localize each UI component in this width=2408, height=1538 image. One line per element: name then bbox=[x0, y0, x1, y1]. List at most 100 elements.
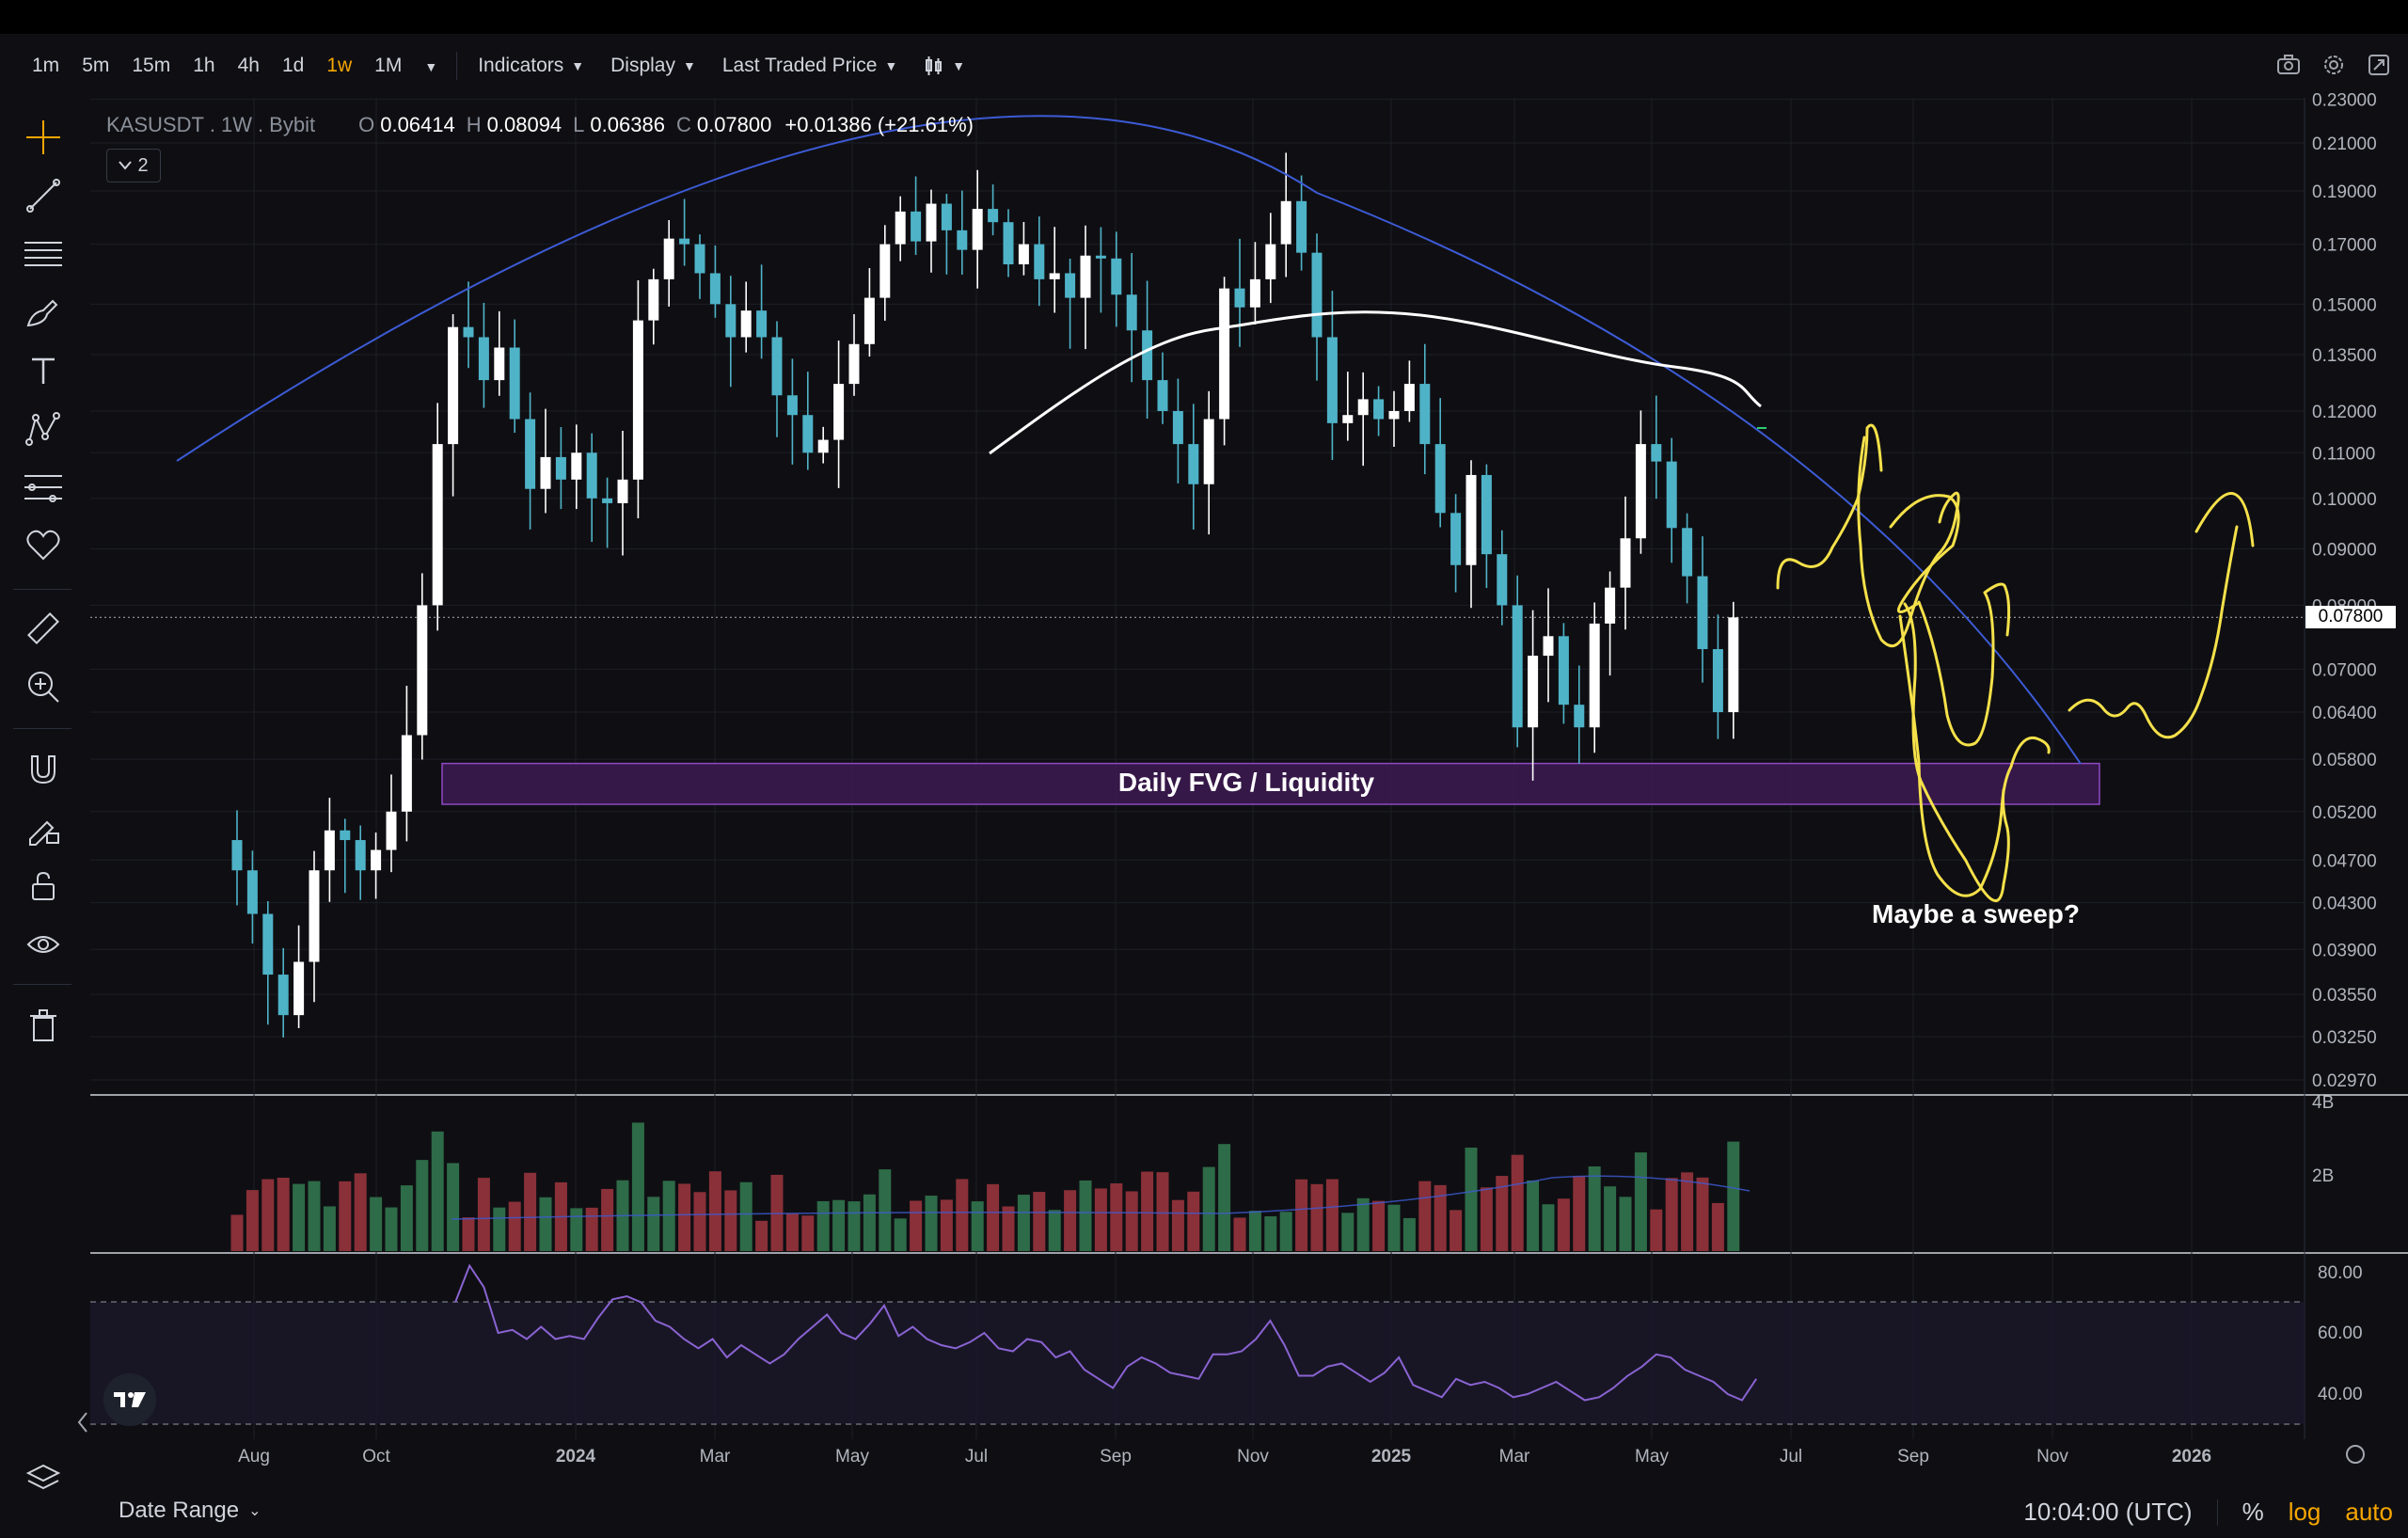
tf-1M[interactable]: 1M bbox=[374, 55, 403, 76]
zoom-in-icon[interactable] bbox=[21, 664, 66, 709]
lock-icon[interactable] bbox=[21, 864, 66, 909]
camera-icon[interactable] bbox=[2276, 53, 2301, 84]
time-tick-label: Mar bbox=[1499, 1447, 1530, 1467]
candle-body bbox=[1419, 384, 1431, 445]
sweep-annotation: Maybe a sweep? bbox=[1872, 899, 2080, 928]
volume-bar bbox=[1465, 1148, 1478, 1251]
volume-bar bbox=[1295, 1179, 1308, 1251]
candle-body bbox=[401, 735, 412, 812]
candle-body bbox=[1142, 330, 1153, 381]
candle-body bbox=[1172, 410, 1183, 445]
tf-15m[interactable]: 15m bbox=[132, 55, 171, 76]
price-tick-label: 0.19000 bbox=[2312, 182, 2377, 202]
tf-5m[interactable]: 5m bbox=[82, 55, 110, 76]
timeframe-dropdown-icon[interactable]: ▼ bbox=[424, 59, 438, 74]
candle-body bbox=[340, 830, 351, 841]
tradingview-logo-icon[interactable] bbox=[103, 1373, 156, 1426]
candle-body bbox=[802, 415, 814, 453]
price-tick-label: 0.23000 bbox=[2312, 91, 2377, 111]
clock-readout[interactable]: 10:04:00 (UTC) bbox=[2023, 1498, 2193, 1526]
log-scale-toggle[interactable]: log bbox=[2288, 1498, 2321, 1526]
volume-bar bbox=[785, 1213, 799, 1251]
trash-icon[interactable] bbox=[21, 1003, 66, 1048]
time-tick-label: May bbox=[1635, 1447, 1669, 1467]
volume-bar bbox=[370, 1197, 383, 1251]
bottom-right-controls: 10:04:00 (UTC) % log auto bbox=[2023, 1498, 2393, 1527]
candle-body bbox=[1450, 513, 1462, 565]
volume-bar bbox=[1402, 1217, 1416, 1251]
candle-body bbox=[355, 840, 366, 871]
auto-scale-toggle[interactable]: auto bbox=[2345, 1498, 2393, 1526]
candle-body bbox=[463, 326, 474, 338]
collapse-panel-icon bbox=[77, 1412, 87, 1433]
volume-bar bbox=[940, 1199, 953, 1251]
tf-1m[interactable]: 1m bbox=[32, 55, 60, 76]
chart-type-button[interactable]: ▼ bbox=[911, 55, 978, 76]
display-button[interactable]: Display ▼ bbox=[597, 55, 709, 77]
tf-1d[interactable]: 1d bbox=[281, 55, 305, 76]
lock-drawing-icon[interactable] bbox=[21, 805, 66, 850]
price-type-button[interactable]: Last Traded Price ▼ bbox=[709, 55, 911, 77]
candle-body bbox=[1326, 337, 1338, 423]
volume-bar bbox=[431, 1131, 444, 1251]
candle-body bbox=[648, 278, 659, 321]
trend-line-icon[interactable] bbox=[21, 173, 66, 218]
projection-drawing bbox=[2194, 492, 2255, 547]
candle-body bbox=[1682, 528, 1693, 577]
brush-icon[interactable] bbox=[21, 290, 66, 335]
candle-body bbox=[1080, 255, 1091, 298]
crosshair-icon[interactable] bbox=[21, 115, 66, 160]
eye-icon[interactable] bbox=[21, 922, 66, 967]
close-label: C bbox=[675, 113, 691, 136]
timezone-sun-icon bbox=[2346, 1445, 2365, 1464]
gear-icon[interactable] bbox=[2321, 53, 2346, 84]
volume-bar bbox=[1527, 1180, 1540, 1251]
candle-body bbox=[509, 347, 520, 420]
time-tick-label: Aug bbox=[238, 1447, 270, 1467]
ruler-icon[interactable] bbox=[21, 606, 66, 651]
horizontal-lines-icon[interactable] bbox=[21, 231, 66, 277]
pattern-icon[interactable] bbox=[21, 406, 66, 452]
candle-body bbox=[262, 913, 274, 975]
indicators-button[interactable]: Indicators ▼ bbox=[465, 55, 597, 77]
toolbar-divider bbox=[13, 589, 71, 590]
volume-bar bbox=[1341, 1213, 1354, 1251]
heart-icon[interactable] bbox=[21, 523, 66, 568]
layers-icon[interactable] bbox=[21, 1454, 66, 1499]
candle-body bbox=[1311, 252, 1323, 338]
volume-bar bbox=[339, 1181, 352, 1251]
text-icon[interactable] bbox=[21, 348, 66, 393]
candle-body bbox=[1543, 636, 1554, 657]
magnet-icon[interactable] bbox=[21, 747, 66, 792]
indicator-toggle[interactable]: 2 bbox=[106, 149, 161, 182]
volume-bar bbox=[1557, 1198, 1570, 1251]
symbol[interactable]: KASUSDT bbox=[106, 113, 204, 136]
toolbar-right bbox=[2276, 53, 2391, 84]
candle-body bbox=[1219, 288, 1230, 420]
volume-bar bbox=[246, 1190, 259, 1251]
tf-1w[interactable]: 1w bbox=[326, 55, 353, 76]
toolbar-divider bbox=[13, 984, 71, 985]
volume-bar bbox=[1588, 1165, 1601, 1251]
volume-bar bbox=[662, 1181, 675, 1251]
bottom-bar: Date Range ⌄ 10:04:00 (UTC) % log auto bbox=[87, 1486, 2408, 1538]
price-tick-label: 0.07000 bbox=[2312, 660, 2377, 680]
date-range-button[interactable]: Date Range ⌄ bbox=[119, 1498, 261, 1524]
tf-1h[interactable]: 1h bbox=[193, 55, 215, 76]
toolbar-divider bbox=[13, 728, 71, 729]
volume-bar bbox=[1711, 1202, 1724, 1251]
percent-scale-toggle[interactable]: % bbox=[2242, 1498, 2264, 1526]
volume-bar bbox=[416, 1160, 429, 1251]
fullscreen-icon[interactable] bbox=[2367, 53, 2391, 84]
candle-body bbox=[926, 203, 937, 242]
candle-body bbox=[1249, 278, 1260, 308]
volume-bar bbox=[1156, 1172, 1169, 1251]
forecast-icon[interactable] bbox=[21, 465, 66, 510]
volume-bar bbox=[1033, 1192, 1046, 1251]
candle-body bbox=[1388, 410, 1400, 420]
tf-4h[interactable]: 4h bbox=[237, 55, 260, 76]
volume-bar bbox=[894, 1218, 907, 1251]
rsi-band bbox=[90, 1302, 2305, 1424]
price-tick-label: 0.03900 bbox=[2312, 941, 2377, 960]
